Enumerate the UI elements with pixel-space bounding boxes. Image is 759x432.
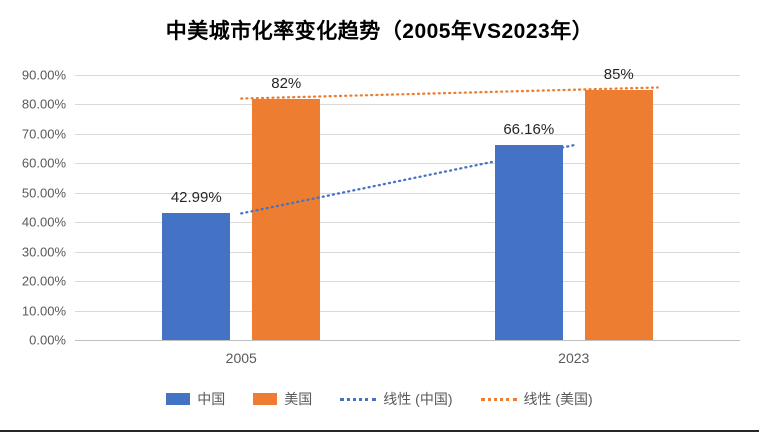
legend-label: 美国 [284, 391, 313, 407]
trendline-线性 (美国) [240, 86, 659, 100]
plot-area: 0.00% 10.00% 20.00% 30.00% 40.00% 50.00% 60.00… [22, 66, 740, 366]
bar-美国-2023[interactable] [584, 89, 653, 340]
legend-item[interactable]: 美国 [253, 389, 312, 409]
y-axis-tick: 20.00% [21, 273, 66, 289]
bar-美国-2005[interactable] [252, 98, 321, 340]
gridline [75, 75, 740, 76]
legend-item[interactable]: 中国 [166, 389, 225, 409]
data-label: 82% [271, 74, 302, 92]
gridline [75, 281, 740, 283]
y-axis-tick: 10.00% [21, 303, 66, 319]
gridline [75, 340, 740, 341]
gridline [75, 251, 740, 253]
y-axis-tick: 80.00% [21, 96, 66, 112]
bar-中国-2005[interactable] [162, 213, 231, 340]
y-axis-tick: 60.00% [21, 155, 66, 171]
bottom-border [0, 430, 759, 432]
legend-swatch [166, 393, 191, 405]
legend-label: 中国 [197, 391, 226, 407]
y-axis-tick: 90.00% [21, 67, 66, 83]
legend-trendline-swatch [480, 397, 517, 401]
y-axis-tick: 70.00% [21, 126, 66, 142]
data-label: 85% [603, 65, 634, 83]
y-axis-tick: 30.00% [21, 244, 66, 260]
bar-中国-2023[interactable] [494, 145, 563, 340]
y-axis-tick: 40.00% [21, 214, 66, 230]
legend-item[interactable]: 线性 (美国) [480, 389, 593, 409]
gridline [75, 222, 740, 224]
gridline [75, 163, 740, 165]
gridline [75, 133, 740, 135]
gridline [75, 310, 740, 312]
trendlines-layer [240, 86, 659, 215]
y-axis-tick: 0.00% [29, 332, 66, 348]
legend-label: 线性 (中国) [383, 391, 453, 407]
data-label: 66.16% [503, 121, 555, 139]
gridline [75, 192, 740, 194]
trendline-线性 (中国) [240, 144, 575, 215]
x-axis-label: 2023 [558, 350, 590, 366]
gridline [75, 104, 740, 106]
chart-title: 中美城市化率变化趋势（2005年VS2023年） [165, 20, 594, 43]
legend-label: 线性 (美国) [523, 391, 593, 407]
data-label: 42.99% [170, 189, 222, 207]
legend-item[interactable]: 线性 (中国) [340, 389, 453, 409]
y-axis-tick: 50.00% [21, 185, 66, 201]
x-axis-label: 2005 [225, 350, 257, 366]
legend: 中国 美国 线性 (中国) 线性 (美国) [0, 389, 759, 409]
legend-trendline-swatch [340, 397, 377, 401]
legend-swatch [253, 393, 278, 405]
